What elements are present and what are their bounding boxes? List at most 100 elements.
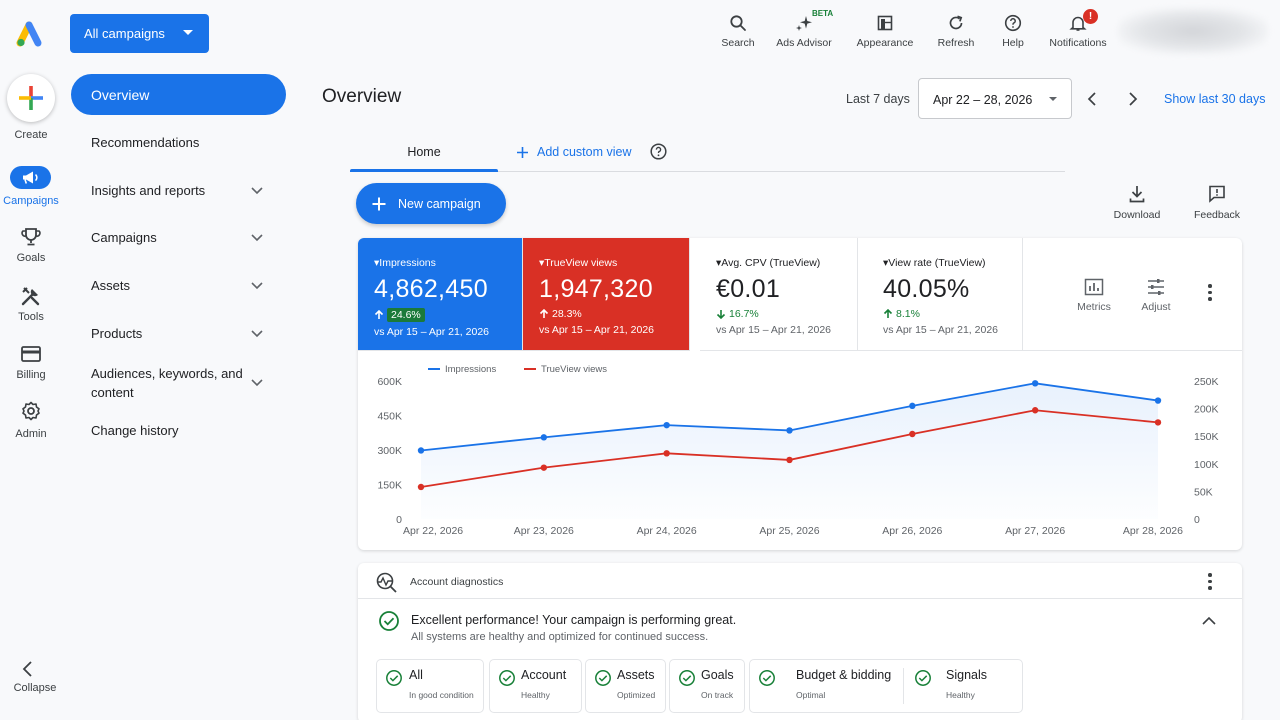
check-status: On track (701, 690, 734, 700)
check-status: Optimal (796, 690, 826, 700)
tab-home[interactable]: Home (407, 145, 441, 159)
metric-change: 28.3% (539, 308, 689, 320)
metric-comparison: vs Apr 15 – Apr 21, 2026 (716, 324, 831, 336)
plus-icon (372, 197, 386, 210)
y-right-tick-label: 50K (1194, 486, 1213, 498)
rail-admin-label[interactable]: Admin (15, 428, 47, 440)
next-period-button[interactable] (1125, 90, 1141, 108)
trueview-views-point (909, 430, 916, 438)
y-left-tick-label: 450K (377, 411, 402, 423)
account-avatar[interactable] (1118, 8, 1268, 54)
help-icon[interactable] (650, 143, 667, 160)
search-button[interactable]: Search (698, 10, 778, 49)
more-vert-icon[interactable] (1208, 284, 1212, 304)
date-range-picker[interactable]: Apr 22 – 28, 2026 (918, 78, 1072, 119)
previous-period-button[interactable] (1084, 90, 1100, 108)
download-button[interactable]: Download (1102, 184, 1172, 221)
appearance-button[interactable]: Appearance (845, 10, 925, 49)
create-button[interactable] (7, 74, 55, 122)
metrics-button[interactable]: Metrics (1069, 278, 1119, 313)
nav-item-products[interactable]: Products (91, 326, 143, 341)
check-chip-all[interactable]: All In good condition (376, 659, 484, 713)
metric-card-trueview-views[interactable]: ▾TrueView views 1,947,320 28.3% vs Apr 1… (523, 238, 690, 351)
help-button[interactable]: Help (973, 10, 1053, 49)
metric-value: 40.05% (883, 275, 970, 303)
chevron-down-icon[interactable] (250, 233, 264, 243)
gear-icon[interactable] (19, 399, 43, 423)
search-label: Search (721, 37, 755, 49)
nav-item-recommendations[interactable]: Recommendations (91, 135, 200, 150)
page-title: Overview (322, 86, 402, 107)
new-campaign-button[interactable]: New campaign (356, 183, 506, 224)
beta-badge: BETA (812, 9, 834, 18)
check-chip-budget-bidding[interactable]: Budget & bidding Optimal (750, 660, 902, 712)
y-right-tick-label: 150K (1194, 431, 1219, 443)
metric-card-avg-cpv[interactable]: ▾Avg. CPV (TrueView) €0.01 16.7% vs Apr … (700, 238, 858, 351)
megaphone-icon (23, 171, 38, 184)
check-circle-icon (915, 670, 931, 686)
metric-change: 24.6% (374, 308, 522, 322)
trophy-icon[interactable] (19, 225, 43, 249)
more-vert-icon[interactable] (1208, 573, 1212, 593)
tabs-divider (350, 171, 1065, 172)
nav-item-insights-reports[interactable]: Insights and reports (91, 183, 206, 198)
ads-advisor-button[interactable]: BETA Ads Advisor (764, 9, 844, 49)
chevron-up-icon[interactable] (1201, 615, 1217, 627)
metric-comparison: vs Apr 15 – Apr 21, 2026 (539, 324, 654, 336)
check-circle-icon (379, 611, 399, 631)
show-last-30-days-link[interactable]: Show last 30 days (1164, 92, 1266, 106)
chevron-down-icon[interactable] (250, 378, 264, 388)
help-icon (1004, 14, 1022, 32)
metric-comparison: vs Apr 15 – Apr 21, 2026 (883, 324, 998, 336)
chevron-left-icon[interactable] (19, 660, 39, 678)
trueview-views-point (663, 450, 670, 457)
metric-card-impressions[interactable]: ▾Impressions 4,862,450 24.6% vs Apr 15 –… (358, 238, 523, 351)
tab-add-custom-view[interactable]: Add custom view (516, 145, 631, 159)
divider (903, 668, 904, 704)
notifications-button[interactable]: ! Notifications (1038, 9, 1118, 49)
rail-billing-label[interactable]: Billing (16, 369, 46, 381)
feedback-icon (1209, 185, 1225, 203)
create-label: Create (14, 129, 48, 141)
check-chip-assets[interactable]: Assets Optimized (585, 659, 666, 713)
rail-goals-label[interactable]: Goals (16, 252, 46, 264)
tools-icon[interactable] (19, 284, 43, 308)
check-chip-account[interactable]: Account Healthy (489, 659, 582, 713)
refresh-button[interactable]: Refresh (916, 10, 996, 49)
nav-item-campaigns[interactable]: Campaigns (91, 230, 157, 245)
period-label: Last 7 days (846, 92, 910, 106)
caret-down-icon (1049, 97, 1057, 101)
x-tick-label: Apr 25, 2026 (759, 525, 819, 537)
rail-item-campaigns[interactable] (10, 166, 51, 189)
bar-chart-icon (1084, 278, 1104, 296)
adjust-button[interactable]: Adjust (1131, 278, 1181, 313)
chevron-down-icon[interactable] (250, 329, 264, 339)
check-chip-goals[interactable]: Goals On track (669, 659, 745, 713)
metric-change: 16.7% (716, 308, 857, 320)
diagnostics-headline: Excellent performance! Your campaign is … (411, 613, 737, 627)
check-circle-icon (499, 670, 515, 686)
collapse-button[interactable]: Collapse (13, 682, 57, 694)
y-right-tick-label: 200K (1194, 404, 1219, 416)
metric-comparison: vs Apr 15 – Apr 21, 2026 (374, 326, 489, 338)
nav-item-assets[interactable]: Assets (91, 278, 131, 293)
metric-value: 1,947,320 (539, 275, 653, 303)
nav-item-audiences[interactable]: Audiences, keywords, and content (91, 366, 243, 400)
nav-item-overview[interactable]: Overview (71, 74, 286, 115)
metric-card-view-rate[interactable]: ▾View rate (TrueView) 40.05% 8.1% vs Apr… (858, 238, 1023, 351)
check-chip-signals[interactable]: Signals Healthy (906, 660, 1022, 712)
campaign-selector[interactable]: All campaigns (70, 14, 209, 53)
arrow-up-icon (883, 309, 893, 318)
appearance-icon (877, 15, 893, 31)
impressions-point (540, 434, 548, 441)
chevron-down-icon[interactable] (250, 186, 264, 196)
chevron-down-icon[interactable] (250, 281, 264, 291)
credit-card-icon[interactable] (19, 342, 43, 366)
rail-tools-label[interactable]: Tools (18, 311, 44, 323)
date-range-value: Apr 22 – 28, 2026 (933, 93, 1033, 107)
trueview-views-point (786, 456, 793, 464)
feedback-button[interactable]: Feedback (1182, 184, 1252, 221)
nav-item-change-history[interactable]: Change history (91, 423, 179, 438)
plus-icon (19, 86, 43, 110)
diagnostics-title: Account diagnostics (410, 576, 504, 588)
